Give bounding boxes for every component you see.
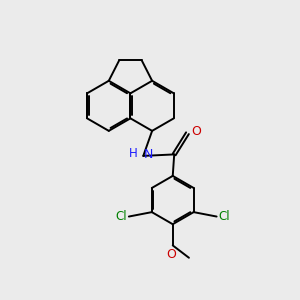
Text: O: O <box>191 125 201 138</box>
Text: Cl: Cl <box>116 210 127 223</box>
Text: N: N <box>143 148 153 161</box>
Text: H: H <box>129 147 138 160</box>
Text: Cl: Cl <box>218 210 230 223</box>
Text: O: O <box>166 248 176 261</box>
